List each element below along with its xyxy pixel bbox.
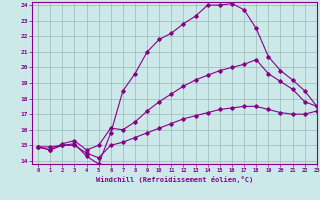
X-axis label: Windchill (Refroidissement éolien,°C): Windchill (Refroidissement éolien,°C): [96, 176, 253, 183]
